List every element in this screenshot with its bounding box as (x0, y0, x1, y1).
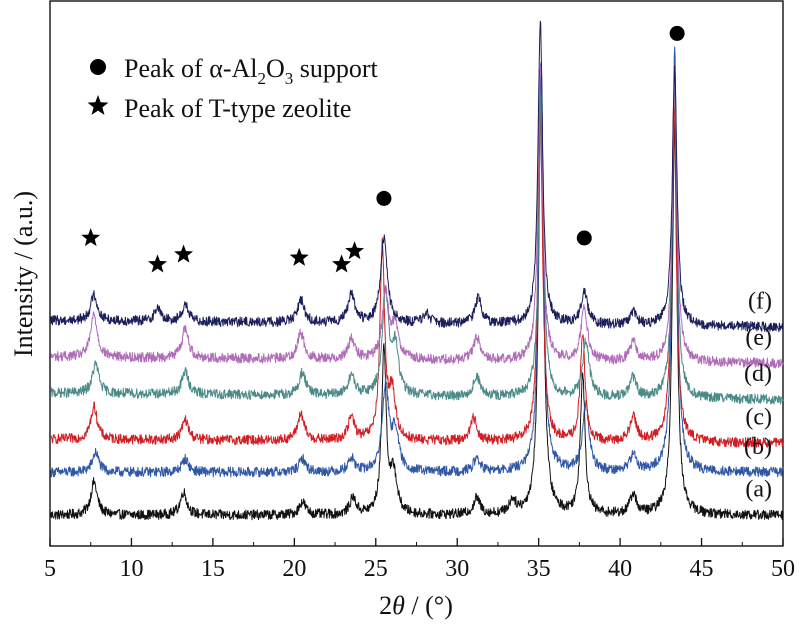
series-label: (c) (745, 405, 772, 431)
series-layer (50, 20, 784, 521)
x-tick-label: 50 (771, 556, 795, 582)
x-tick-label: 15 (201, 556, 225, 582)
y-axis-label: Intensity / (a.u.) (9, 191, 38, 357)
x-tick-label: 20 (282, 556, 306, 582)
alumina-peak-marker (376, 190, 392, 206)
x-tick-label: 10 (119, 556, 143, 582)
x-tick-label: 40 (608, 556, 632, 582)
zeolite-peak-marker (332, 254, 352, 273)
series-label: (f) (748, 289, 772, 315)
x-tick-label: 30 (445, 556, 469, 582)
peak-marker-layer (81, 25, 685, 273)
series-line (50, 65, 784, 369)
series-line (50, 98, 784, 449)
zeolite-peak-marker (148, 254, 168, 273)
x-axis-label-prefix: 2 (379, 591, 392, 620)
x-tick-label: 25 (364, 556, 388, 582)
x-tick-label: 35 (527, 556, 551, 582)
x-axis-label: 2θ / (°) (379, 591, 453, 620)
x-tick-label: 5 (44, 556, 56, 582)
zeolite-peak-marker (289, 247, 309, 266)
x-axis-label-unit: / (°) (405, 591, 453, 620)
series-line (50, 81, 784, 405)
legend-entry-support: Peak of α-Al2O3 support (124, 54, 379, 88)
x-tick-label: 45 (690, 556, 714, 582)
alumina-peak-marker (669, 25, 685, 41)
legend-text: Peak of α-Al (124, 54, 257, 83)
legend: Peak of α-Al2O3 support Peak of T-type ze… (87, 54, 379, 123)
series-label-layer: (a) (b) (c) (d) (e) (f) (744, 289, 772, 503)
series-label: (d) (744, 361, 772, 387)
series-label: (a) (745, 477, 772, 503)
x-axis-label-symbol: θ (392, 591, 405, 620)
x-axis: 5 10 15 20 25 30 35 40 45 50 (44, 538, 795, 582)
series-label: (b) (744, 434, 772, 460)
series-line (50, 62, 784, 521)
legend-subscript: 3 (285, 69, 294, 88)
series-line (50, 46, 784, 478)
zeolite-peak-marker (345, 241, 365, 260)
legend-circle-symbol (90, 59, 106, 75)
legend-entry-zeolite: Peak of T-type zeolite (124, 94, 351, 123)
legend-subscript: 2 (257, 69, 266, 88)
zeolite-peak-marker (81, 228, 101, 247)
legend-star-symbol (87, 95, 109, 115)
legend-text: support (293, 54, 378, 83)
zeolite-peak-marker (174, 244, 194, 263)
series-line (50, 20, 784, 333)
alumina-peak-marker (576, 230, 592, 246)
series-label: (e) (745, 325, 772, 351)
legend-text: O (266, 54, 285, 83)
